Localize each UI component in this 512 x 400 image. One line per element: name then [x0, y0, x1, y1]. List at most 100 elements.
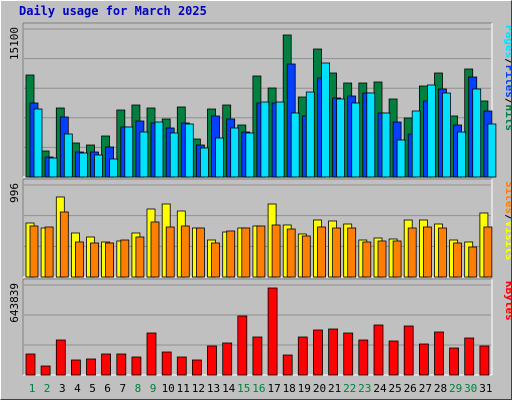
bar-kbytes [479, 345, 490, 376]
bar-sites [286, 228, 296, 278]
x-tick-label: 6 [104, 382, 111, 395]
bar-pages [169, 132, 179, 178]
bar-pages [139, 131, 149, 178]
bar-pages [290, 112, 300, 178]
bar-pages [154, 121, 164, 178]
bar-pages [321, 62, 330, 178]
bar-pages [442, 92, 451, 178]
bar-sites [165, 226, 175, 278]
panel-middle: 996 Sites/Visits [8, 178, 511, 278]
x-tick-label: 18 [283, 382, 296, 395]
x-tick-label: 27 [419, 382, 432, 395]
bar-pages [396, 139, 406, 178]
bar-pages [381, 112, 391, 178]
x-tick-label: 21 [328, 382, 341, 395]
bar-sites [105, 242, 114, 278]
bar-sites [180, 225, 190, 278]
bar-pages [426, 84, 436, 178]
legend-separator: / [503, 58, 511, 65]
bar-sites [301, 235, 311, 278]
bar-kbytes [71, 359, 81, 376]
legend-visits: Visits [503, 221, 511, 261]
x-tick-label: 7 [119, 382, 126, 395]
x-tick-label: 23 [358, 382, 371, 395]
x-tick-label: 9 [150, 382, 157, 395]
bar-kbytes [464, 337, 475, 376]
bar-kbytes [313, 329, 323, 376]
x-tick-label: 1 [29, 382, 36, 395]
bar-kbytes [86, 358, 96, 376]
bar-sites [256, 225, 266, 278]
y-max-label: 996 [8, 183, 21, 203]
bar-pages [275, 101, 285, 178]
chart-title: Daily usage for March 2025 [19, 4, 207, 18]
x-tick-label: 17 [267, 382, 280, 395]
bar-pages [472, 88, 482, 178]
bar-pages [79, 152, 88, 178]
bar-kbytes [267, 287, 278, 376]
bar-kbytes [40, 365, 51, 376]
bar-sites [392, 240, 402, 278]
bar-pages [230, 127, 240, 178]
legend-separator: / [503, 98, 511, 105]
bar-sites [271, 224, 281, 278]
bar-kbytes [358, 339, 369, 376]
x-tick-label: 20 [313, 382, 326, 395]
bar-kbytes [252, 336, 263, 376]
x-tick-label: 19 [298, 382, 311, 395]
x-tick-label: 4 [74, 382, 81, 395]
bar-pages [366, 92, 376, 178]
bar-sites [90, 242, 99, 278]
x-tick-label: 2 [44, 382, 51, 395]
bar-kbytes [282, 354, 293, 376]
bar-sites [75, 241, 84, 278]
bar-kbytes [207, 345, 217, 376]
x-tick-label: 26 [404, 382, 417, 395]
bar-pages [487, 123, 497, 178]
x-tick-label: 24 [373, 382, 387, 395]
legend-kbytes: KBytes [503, 281, 511, 321]
bar-sites [241, 227, 251, 278]
y-max-label: 15100 [8, 27, 21, 60]
bar-pages [124, 126, 134, 178]
bar-kbytes [449, 347, 460, 376]
bar-sites [44, 226, 54, 278]
series-legend: Sites/Visits [503, 181, 511, 261]
bar-pages [336, 98, 346, 178]
bar-sites [195, 227, 205, 278]
series-legend: Pages/Files/Hits [503, 25, 511, 131]
bar-sites [120, 239, 130, 278]
bar-sites [377, 240, 387, 278]
x-tick-label: 28 [434, 382, 447, 395]
x-tick-label: 15 [237, 382, 250, 395]
bar-pages [457, 131, 467, 178]
bar-kbytes [146, 332, 157, 376]
bar-kbytes [101, 353, 111, 376]
legend-separator: / [503, 214, 511, 221]
bar-kbytes [328, 328, 339, 376]
x-tick-label: 30 [464, 382, 477, 395]
bar-sites [226, 230, 236, 278]
bar-sites [483, 226, 493, 278]
bar-pages [184, 123, 194, 178]
bar-kbytes [418, 343, 429, 376]
bar-kbytes [237, 315, 248, 376]
bar-pages [351, 102, 361, 178]
bar-kbytes [131, 356, 142, 376]
bar-pages [305, 91, 315, 178]
bar-sites [29, 225, 39, 278]
panel-top: 15100 Pages/Files/Hits [8, 22, 511, 178]
panel-bottom: 643839 KBytes [8, 278, 511, 376]
bar-kbytes [55, 339, 66, 376]
bar-pages [199, 147, 209, 178]
bar-pages [215, 137, 224, 178]
series-legend: KBytes [503, 281, 511, 321]
x-tick-label: 8 [135, 382, 142, 395]
bar-sites [332, 227, 342, 278]
legend-pages: Pages [503, 25, 511, 58]
legend-files: Files [503, 65, 511, 98]
bar-kbytes [434, 331, 444, 376]
bar-sites [317, 226, 326, 278]
x-tick-label: 5 [89, 382, 96, 395]
